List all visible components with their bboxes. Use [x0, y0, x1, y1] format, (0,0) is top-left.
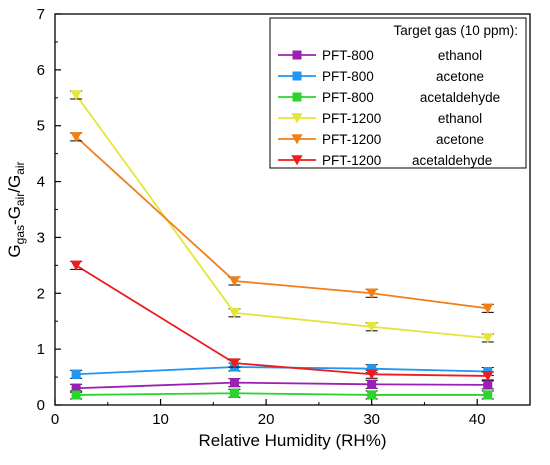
series-line	[76, 392, 488, 396]
data-point	[483, 380, 493, 390]
legend-gas-label: ethanol	[438, 48, 482, 63]
legend-entry: PFT-800 acetone	[278, 69, 484, 84]
y-title-sub: gas	[13, 225, 27, 244]
legend: Target gas (10 ppm): PFT-800 ethanolPFT-8…	[269, 17, 527, 169]
y-title-sub: air	[13, 161, 27, 174]
data-point	[229, 388, 239, 398]
data-point	[366, 369, 378, 380]
legend-title: Target gas (10 ppm):	[393, 23, 518, 38]
legend-marker	[291, 155, 303, 166]
y-title-part: G	[5, 244, 24, 257]
legend-gas-label: acetone	[436, 69, 484, 84]
legend-series-name: PFT-1200	[322, 132, 381, 147]
legend-gas-label: acetaldehyde	[420, 90, 500, 105]
series-group	[70, 388, 494, 400]
legend-entry: PFT-800 ethanol	[278, 48, 482, 63]
y-tick-label: 0	[37, 397, 45, 414]
series-group	[70, 378, 494, 393]
data-point	[228, 276, 241, 287]
legend-series-name: PFT-800	[322, 90, 374, 105]
y-title-part: /G	[5, 175, 24, 193]
data-point	[229, 378, 239, 388]
data-point	[366, 288, 378, 299]
data-point	[482, 333, 494, 344]
legend-gas-label: ethanol	[438, 111, 482, 126]
y-tick-label: 4	[37, 174, 45, 191]
data-point	[228, 358, 241, 369]
legend-gas-label: acetaldehyde	[412, 153, 492, 168]
y-tick-label: 1	[37, 341, 45, 358]
x-tick-label: 40	[469, 411, 486, 428]
legend-entry: PFT-1200 ethanol	[278, 111, 482, 126]
series-group	[70, 362, 494, 379]
data-point	[70, 132, 82, 143]
y-tick-label: 7	[37, 6, 45, 23]
data-point	[228, 308, 241, 319]
legend-entry: PFT-1200 acetaldehyde	[278, 153, 492, 168]
data-point	[482, 303, 494, 314]
data-point	[71, 369, 81, 379]
legend-marker	[292, 50, 302, 60]
legend-marker	[291, 113, 303, 124]
y-axis-title: Ggas-Gair/Gair	[5, 161, 27, 257]
legend-box	[269, 17, 527, 169]
series-group	[70, 260, 494, 382]
data-point	[482, 371, 494, 382]
legend-gas-label: acetone	[436, 132, 484, 147]
legend-marker	[291, 134, 303, 145]
y-tick-label: 3	[37, 229, 45, 246]
data-point	[367, 379, 377, 389]
y-tick-label: 2	[37, 285, 45, 302]
series-group	[70, 132, 494, 314]
x-tick-label: 20	[258, 411, 275, 428]
y-title-part: -G	[5, 206, 24, 225]
data-point	[367, 364, 377, 374]
y-tick-label: 6	[37, 62, 45, 79]
data-point	[70, 260, 82, 271]
data-point	[483, 390, 493, 400]
data-point	[71, 383, 81, 393]
legend-marker	[292, 92, 302, 102]
x-tick-label: 10	[152, 411, 169, 428]
x-tick-label: 0	[51, 411, 59, 428]
legend-entry: PFT-800 acetaldehyde	[278, 90, 500, 105]
legend-series-name: PFT-800	[322, 69, 374, 84]
legend-marker	[292, 71, 302, 81]
y-tick-label: 5	[37, 118, 45, 135]
series-group	[70, 90, 494, 344]
y-title-sub: air	[13, 193, 27, 206]
legend-series-name: PFT-800	[322, 48, 374, 63]
series-line	[75, 94, 488, 339]
series-line	[76, 381, 488, 390]
series-line	[75, 264, 488, 377]
data-point	[366, 322, 378, 333]
series-line	[76, 366, 488, 376]
x-axis-title: Relative Humidity (RH%)	[199, 431, 387, 450]
legend-series-name: PFT-1200	[322, 153, 381, 168]
series-line	[75, 136, 488, 310]
legend-entry: PFT-1200 acetone	[278, 132, 484, 147]
data-point	[71, 390, 81, 400]
x-tick-label: 30	[363, 411, 380, 428]
data-point	[70, 90, 82, 101]
data-point	[367, 390, 377, 400]
legend-series-name: PFT-1200	[322, 111, 381, 126]
